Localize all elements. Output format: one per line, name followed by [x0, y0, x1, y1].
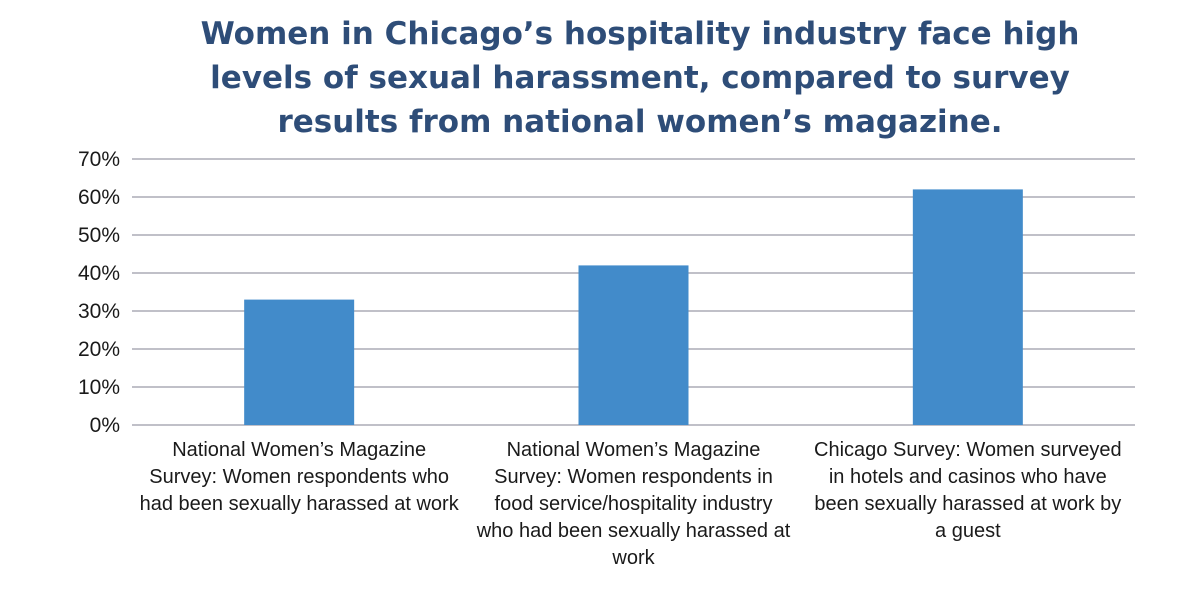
- bar: [578, 265, 689, 425]
- bars: [244, 189, 1023, 425]
- bar: [912, 189, 1023, 425]
- y-tick-label: 10%: [78, 376, 120, 399]
- y-tick-label: 50%: [78, 224, 120, 247]
- y-tick-label: 30%: [78, 300, 120, 323]
- chart-title: Women in Chicago’s hospitality industry …: [200, 16, 1080, 140]
- x-category-label: National Women’s Magazine Survey: Women …: [476, 439, 791, 569]
- x-category-label: National Women’s Magazine Survey: Women …: [139, 439, 459, 515]
- y-tick-label: 0%: [90, 414, 120, 437]
- y-tick-label: 70%: [78, 148, 120, 171]
- y-tick-label: 60%: [78, 186, 120, 209]
- y-tick-label: 40%: [78, 262, 120, 285]
- y-axis-ticks: 0% 10% 20% 30% 40% 50% 60% 70%: [78, 148, 120, 437]
- x-category-label: Chicago Survey: Women surveyed in hotels…: [814, 439, 1122, 542]
- y-tick-label: 20%: [78, 338, 120, 361]
- bar: [244, 299, 355, 425]
